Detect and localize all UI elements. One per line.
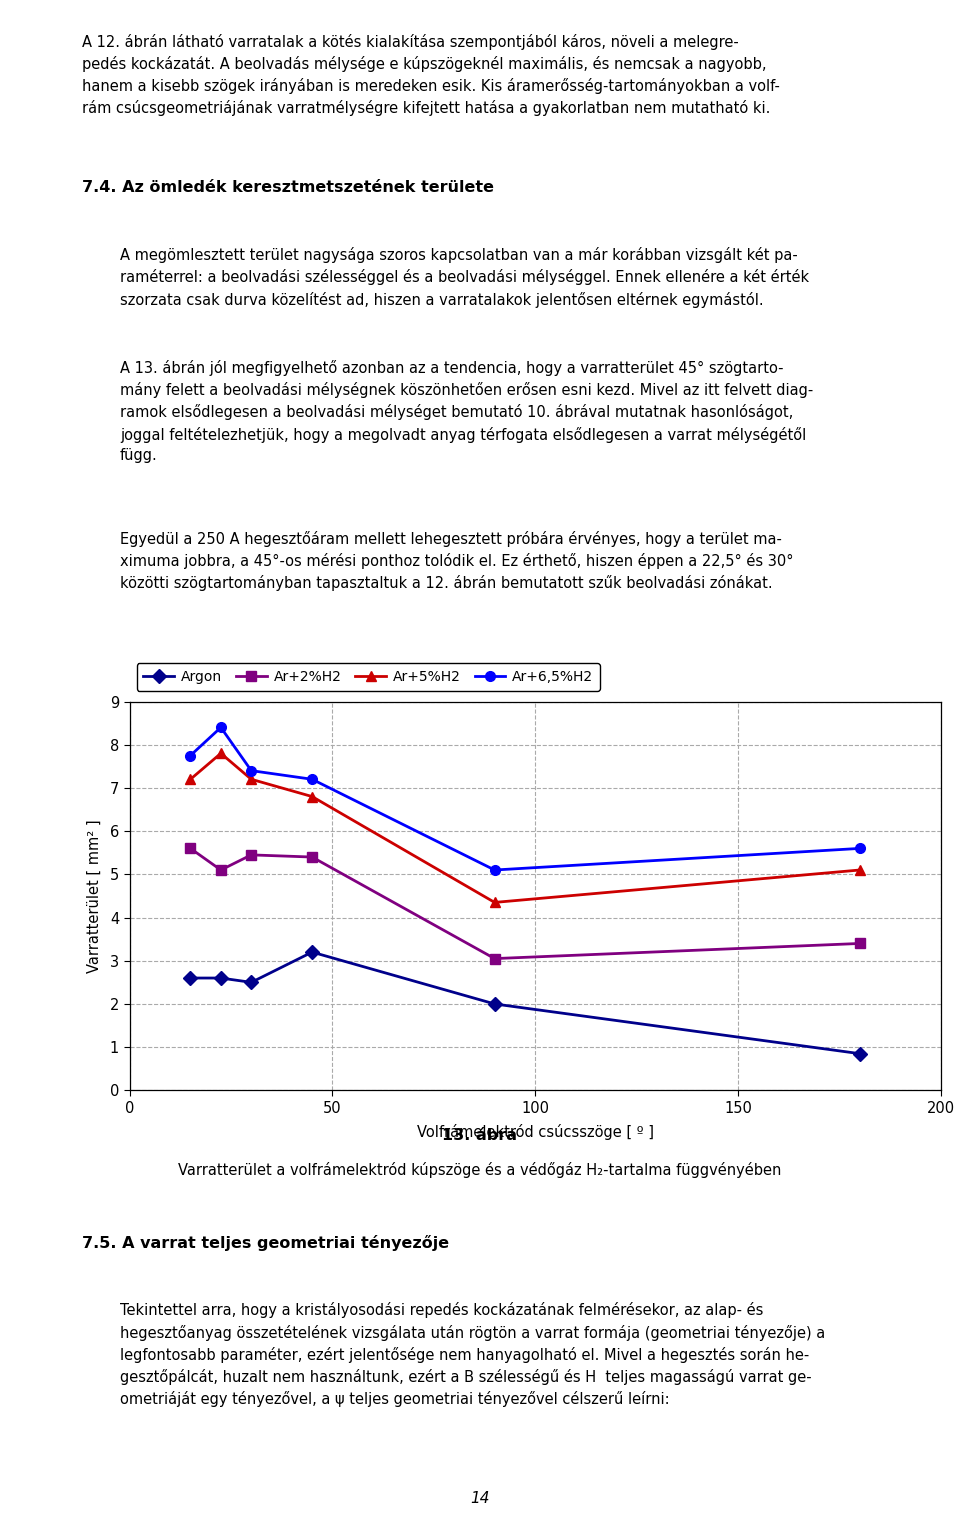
Ar+5%H2 <box>854 860 866 878</box>
Line: Argon: Argon <box>185 947 865 1058</box>
Line: Ar+5%H2: Ar+5%H2 <box>185 749 865 907</box>
Text: A 13. ábrán jól megfigyelhető azonban az a tendencia, hogy a varratterület 45° s: A 13. ábrán jól megfigyelhető azonban az… <box>120 360 813 464</box>
Text: 14: 14 <box>470 1491 490 1507</box>
Ar+2%H2 <box>215 860 227 878</box>
Ar+6,5%H2 <box>246 761 257 779</box>
Text: A megömlesztett terület nagysága szoros kapcsolatban van a már korábban vizsgált: A megömlesztett terület nagysága szoros … <box>120 247 809 308</box>
Argon <box>184 968 196 987</box>
Argon <box>489 994 500 1013</box>
Argon <box>306 942 318 961</box>
Ar+6,5%H2 <box>306 770 318 788</box>
Ar+6,5%H2 <box>854 839 866 857</box>
Ar+5%H2 <box>215 744 227 762</box>
Text: Varratterület a volfrámelektród kúpszöge és a védőgáz H₂-tartalma függvényében: Varratterület a volfrámelektród kúpszöge… <box>179 1162 781 1177</box>
Argon <box>854 1045 866 1063</box>
Ar+2%H2 <box>489 950 500 968</box>
Text: 7.5. A varrat teljes geometriai tényezője: 7.5. A varrat teljes geometriai tényezőj… <box>82 1235 448 1250</box>
Ar+2%H2 <box>854 935 866 953</box>
Ar+5%H2 <box>246 770 257 788</box>
Text: A 12. ábrán látható varratalak a kötés kialakítása szempontjából káros, növeli a: A 12. ábrán látható varratalak a kötés k… <box>82 34 780 116</box>
Ar+5%H2 <box>489 894 500 912</box>
Text: 13. ábra: 13. ábra <box>443 1128 517 1144</box>
Argon <box>215 968 227 987</box>
Text: 7.4. Az ömledék keresztmetszetének területe: 7.4. Az ömledék keresztmetszetének terül… <box>82 180 493 195</box>
Ar+6,5%H2 <box>489 860 500 878</box>
Argon <box>246 973 257 991</box>
Ar+2%H2 <box>306 848 318 866</box>
Text: Tekintettel arra, hogy a kristályosodási repedés kockázatának felmérésekor, az a: Tekintettel arra, hogy a kristályosodási… <box>120 1302 826 1408</box>
Ar+6,5%H2 <box>184 746 196 764</box>
Y-axis label: Varratterület [ mm² ]: Varratterület [ mm² ] <box>86 819 102 973</box>
Line: Ar+2%H2: Ar+2%H2 <box>185 843 865 964</box>
Text: Egyedül a 250 A hegesztőáram mellett lehegesztett próbára érvényes, hogy a terül: Egyedül a 250 A hegesztőáram mellett leh… <box>120 531 794 592</box>
Ar+5%H2 <box>306 787 318 805</box>
Line: Ar+6,5%H2: Ar+6,5%H2 <box>185 723 865 875</box>
Ar+6,5%H2 <box>215 718 227 737</box>
Ar+2%H2 <box>184 839 196 857</box>
Ar+2%H2 <box>246 846 257 865</box>
Ar+5%H2 <box>184 770 196 788</box>
Legend: Argon, Ar+2%H2, Ar+5%H2, Ar+6,5%H2: Argon, Ar+2%H2, Ar+5%H2, Ar+6,5%H2 <box>136 663 600 691</box>
X-axis label: Volfrámelektród csúcsszöge [ º ]: Volfrámelektród csúcsszöge [ º ] <box>417 1124 654 1141</box>
